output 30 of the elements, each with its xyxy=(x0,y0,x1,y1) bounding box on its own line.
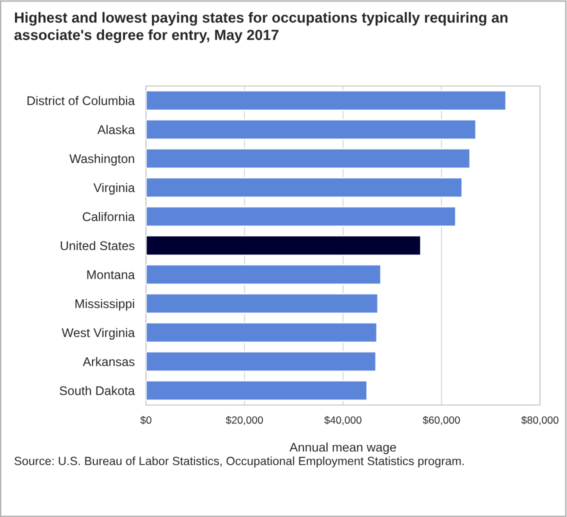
y-tick-label: South Dakota xyxy=(60,386,135,396)
x-tick-label: $20,000 xyxy=(226,416,263,425)
y-tick-label: Mississippi xyxy=(75,298,134,311)
y-tick-label: Washington xyxy=(69,154,134,166)
bar xyxy=(146,264,382,286)
x-tick-label: $0 xyxy=(140,416,152,424)
bar xyxy=(146,90,507,112)
bar xyxy=(146,206,456,228)
bar xyxy=(146,350,377,372)
bar xyxy=(146,292,379,314)
y-tick-label: West Virginia xyxy=(62,328,135,340)
bar xyxy=(146,234,422,256)
bar xyxy=(146,118,477,140)
y-tick-label: Alaska xyxy=(97,124,135,134)
y-tick-label: California xyxy=(82,212,135,222)
y-tick-label: District of Columbia xyxy=(28,96,135,106)
x-tick-label: $40,000 xyxy=(324,416,362,425)
bar xyxy=(146,148,471,170)
y-tick-label: Virginia xyxy=(93,182,135,195)
source-note: Source: U.S. Bureau of Labor Statistics, Occupational Employment Statistics program. xyxy=(14,456,464,468)
y-tick-label: Montana xyxy=(87,270,135,280)
y-tick-label: United States xyxy=(60,240,134,250)
x-axis-title: Annual mean wage xyxy=(290,442,396,454)
y-tick-label: Arkansas xyxy=(82,356,134,366)
bar xyxy=(146,176,463,198)
x-tick-label: $80,000 xyxy=(521,416,558,425)
chart-title: Highest and lowest paying states for occupations typically requiring an associate's degree for entry, May 2017 xyxy=(14,12,508,44)
bar xyxy=(146,380,368,402)
bar xyxy=(146,322,378,344)
x-tick-label: $60,000 xyxy=(422,416,460,425)
